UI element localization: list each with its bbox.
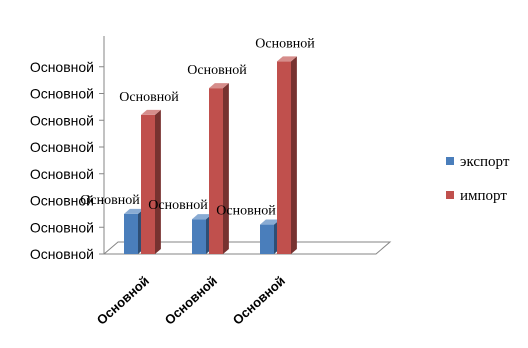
y-tick-label: Основной	[30, 86, 94, 102]
y-tick-labels: Основной Основной Основной Основной Основной…	[30, 59, 94, 262]
bar-импорт-1	[209, 88, 223, 255]
bar-top-экспорт-2	[260, 219, 280, 225]
x-tick-label: Основной	[94, 273, 152, 328]
x-tick-label: Основной	[162, 273, 220, 328]
data-label: Основной	[216, 204, 276, 219]
legend: экспорт импорт	[446, 154, 510, 204]
x-tick-label: Основной	[230, 273, 288, 328]
y-tick-label: Основной	[30, 219, 94, 235]
legend-swatch-экспорт	[446, 157, 454, 165]
legend-label-импорт: импорт	[460, 188, 507, 204]
data-label: Основной	[148, 198, 208, 213]
data-label: Основной	[119, 90, 179, 105]
data-label: Основной	[255, 36, 315, 51]
bar-top-импорт-0	[141, 109, 161, 115]
data-labels: Основной Основной Основной Основной Основной…	[80, 36, 315, 218]
bar-экспорт-2	[260, 224, 274, 254]
bar-top-импорт-1	[209, 83, 229, 89]
bars	[124, 56, 297, 255]
bar-импорт-2	[277, 61, 291, 255]
data-label: Основной	[187, 63, 247, 78]
x-tick-labels: Основной Основной Основной	[94, 273, 288, 328]
y-tick-label: Основной	[30, 139, 94, 155]
bar-side-импорт-0	[155, 109, 161, 254]
bar-top-импорт-2	[277, 56, 297, 62]
bar-экспорт-0	[124, 213, 138, 254]
bar-top-экспорт-1	[192, 214, 212, 220]
y-tick-label: Основной	[30, 112, 94, 128]
y-tick-label: Основной	[30, 246, 94, 262]
y-tick-label: Основной	[30, 193, 94, 209]
bar-импорт-0	[141, 114, 155, 255]
bar-экспорт-1	[192, 219, 206, 254]
legend-label-экспорт: экспорт	[460, 154, 510, 170]
legend-swatch-импорт	[446, 191, 454, 199]
y-tick-label: Основной	[30, 59, 94, 75]
bar-side-импорт-1	[223, 83, 229, 254]
data-label: Основной	[80, 193, 140, 208]
bar-top-экспорт-0	[124, 208, 144, 214]
y-tick-label: Основной	[30, 166, 94, 182]
bar-side-импорт-2	[291, 56, 297, 254]
